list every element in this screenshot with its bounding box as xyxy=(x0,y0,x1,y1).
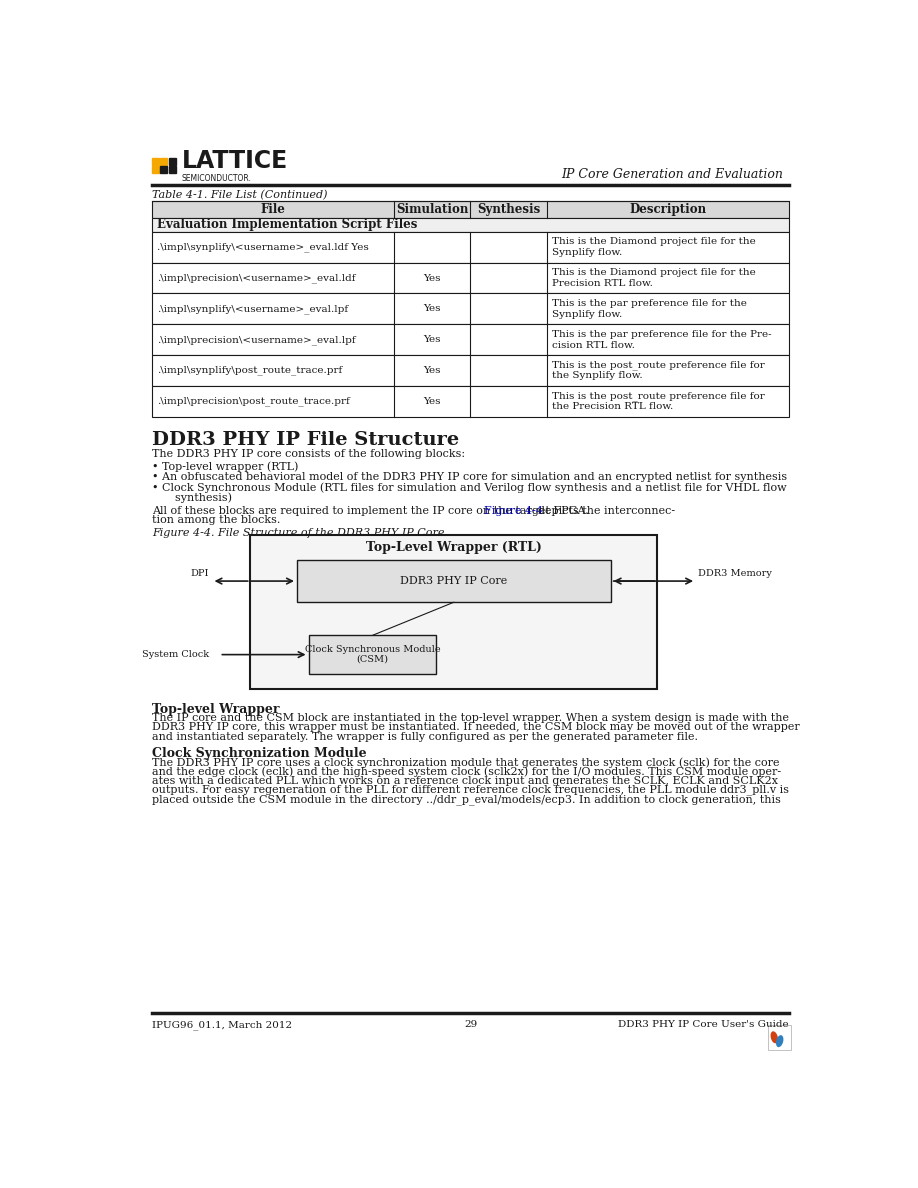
Text: Yes: Yes xyxy=(423,335,441,345)
Text: Synthesis: Synthesis xyxy=(477,203,541,216)
Text: File: File xyxy=(261,203,285,216)
Text: All of these blocks are required to implement the IP core on the target FPGA.: All of these blocks are required to impl… xyxy=(152,506,589,516)
Text: the Synplify flow.: the Synplify flow. xyxy=(552,372,643,380)
Text: This is the post_route preference file for: This is the post_route preference file f… xyxy=(552,391,765,400)
Text: The DDR3 PHY IP core consists of the following blocks:: The DDR3 PHY IP core consists of the fol… xyxy=(152,449,465,459)
Text: This is the par preference file for the Pre-: This is the par preference file for the … xyxy=(552,330,771,339)
Bar xyxy=(161,158,167,165)
Text: .\impl\precision\<username>_eval.lpf: .\impl\precision\<username>_eval.lpf xyxy=(157,335,355,345)
Ellipse shape xyxy=(776,1035,783,1047)
Text: LATTICE: LATTICE xyxy=(182,148,287,172)
Text: The IP core and the CSM block are instantiated in the top-level wrapper. When a : The IP core and the CSM block are instan… xyxy=(152,713,789,723)
Text: ates with a dedicated PLL which works on a reference clock input and generates t: ates with a dedicated PLL which works on… xyxy=(152,776,778,785)
Text: This is the post_route preference file for: This is the post_route preference file f… xyxy=(552,360,765,369)
Text: This is the Diamond project file for the: This is the Diamond project file for the xyxy=(552,268,756,277)
Text: (CSM): (CSM) xyxy=(356,655,388,664)
Bar xyxy=(152,324,789,355)
Text: System Clock: System Clock xyxy=(142,650,209,659)
Bar xyxy=(152,355,789,386)
Bar xyxy=(161,166,167,173)
Ellipse shape xyxy=(770,1031,778,1043)
Text: SEMICONDUCTOR.: SEMICONDUCTOR. xyxy=(182,175,252,183)
Text: • Clock Synchronous Module (RTL files for simulation and Verilog flow synthesis : • Clock Synchronous Module (RTL files fo… xyxy=(152,482,787,493)
Text: cision RTL flow.: cision RTL flow. xyxy=(552,341,634,349)
Text: • An obfuscated behavioral model of the DDR3 PHY IP core for simulation and an e: • An obfuscated behavioral model of the … xyxy=(152,472,787,482)
Bar xyxy=(152,201,789,219)
Text: Description: Description xyxy=(630,203,707,216)
Bar xyxy=(152,232,789,263)
Text: Figure 4-4. File Structure of the DDR3 PHY IP Core: Figure 4-4. File Structure of the DDR3 P… xyxy=(152,527,444,537)
Text: IPUG96_01.1, March 2012: IPUG96_01.1, March 2012 xyxy=(152,1020,292,1030)
Text: DDR3 Memory: DDR3 Memory xyxy=(699,569,772,579)
Bar xyxy=(297,560,610,602)
Text: the Precision RTL flow.: the Precision RTL flow. xyxy=(552,403,673,411)
Bar xyxy=(251,536,657,689)
Text: The DDR3 PHY IP core uses a clock synchronization module that generates the syst: The DDR3 PHY IP core uses a clock synchr… xyxy=(152,757,779,767)
Text: Top-Level Wrapper (RTL): Top-Level Wrapper (RTL) xyxy=(366,542,542,555)
Text: Top-level Wrapper: Top-level Wrapper xyxy=(152,703,279,716)
Text: DDR3 PHY IP Core User's Guide: DDR3 PHY IP Core User's Guide xyxy=(619,1020,789,1029)
Text: Yes: Yes xyxy=(423,304,441,314)
Text: IP Core Generation and Evaluation: IP Core Generation and Evaluation xyxy=(561,168,783,181)
Bar xyxy=(152,263,789,293)
Text: .\impl\synplify\<username>_eval.ldf Yes: .\impl\synplify\<username>_eval.ldf Yes xyxy=(157,242,368,252)
Text: • Top-level wrapper (RTL): • Top-level wrapper (RTL) xyxy=(152,461,298,472)
Bar xyxy=(768,1025,791,1050)
Text: This is the par preference file for the: This is the par preference file for the xyxy=(552,299,746,308)
Bar xyxy=(152,219,789,232)
Text: outputs. For easy regeneration of the PLL for different reference clock frequenc: outputs. For easy regeneration of the PL… xyxy=(152,785,789,796)
Text: Evaluation Implementation Script Files: Evaluation Implementation Script Files xyxy=(157,219,417,232)
Text: This is the Diamond project file for the: This is the Diamond project file for the xyxy=(552,238,756,246)
Text: DDR3 PHY IP File Structure: DDR3 PHY IP File Structure xyxy=(152,430,459,449)
Text: Yes: Yes xyxy=(423,366,441,375)
Text: 29: 29 xyxy=(464,1020,477,1029)
Text: tion among the blocks.: tion among the blocks. xyxy=(152,516,280,525)
Text: Table 4-1. File List (Continued): Table 4-1. File List (Continued) xyxy=(152,190,328,201)
Text: .\impl\synplify\<username>_eval.lpf: .\impl\synplify\<username>_eval.lpf xyxy=(157,304,348,314)
Bar xyxy=(308,636,436,674)
Text: DPI: DPI xyxy=(191,569,209,579)
Text: and instantiated separately. The wrapper is fully configured as per the generate: and instantiated separately. The wrapper… xyxy=(152,732,698,741)
Text: Clock Synchronization Module: Clock Synchronization Module xyxy=(152,747,366,760)
Bar xyxy=(152,293,789,324)
Text: Yes: Yes xyxy=(423,397,441,406)
Text: Figure 4-4: Figure 4-4 xyxy=(484,506,543,516)
Text: DDR3 PHY IP Core: DDR3 PHY IP Core xyxy=(400,576,508,586)
Text: Yes: Yes xyxy=(423,273,441,283)
Text: and the edge clock (eclk) and the high-speed system clock (sclk2x) for the I/O m: and the edge clock (eclk) and the high-s… xyxy=(152,766,781,777)
Text: .\impl\precision\<username>_eval.ldf: .\impl\precision\<username>_eval.ldf xyxy=(157,273,355,283)
Text: Precision RTL flow.: Precision RTL flow. xyxy=(552,279,653,287)
Bar xyxy=(152,386,789,417)
Text: Clock Synchronous Module: Clock Synchronous Module xyxy=(305,645,441,655)
Bar xyxy=(169,158,176,165)
Text: placed outside the CSM module in the directory ../ddr_p_eval/models/ecp3. In add: placed outside the CSM module in the dir… xyxy=(152,794,781,804)
Text: Synplify flow.: Synplify flow. xyxy=(552,248,621,257)
Bar xyxy=(169,166,176,173)
Text: .\impl\synplify\post_route_trace.prf: .\impl\synplify\post_route_trace.prf xyxy=(157,366,341,375)
Text: Synplify flow.: Synplify flow. xyxy=(552,310,621,318)
Text: DDR3 PHY IP core, this wrapper must be instantiated. If needed, the CSM block ma: DDR3 PHY IP core, this wrapper must be i… xyxy=(152,722,800,732)
Text: depicts the interconnec-: depicts the interconnec- xyxy=(524,506,675,516)
Text: synthesis): synthesis) xyxy=(162,492,232,503)
Bar xyxy=(152,166,159,173)
Text: .\impl\precision\post_route_trace.prf: .\impl\precision\post_route_trace.prf xyxy=(157,397,350,406)
Text: Simulation: Simulation xyxy=(396,203,468,216)
Bar xyxy=(152,158,159,165)
